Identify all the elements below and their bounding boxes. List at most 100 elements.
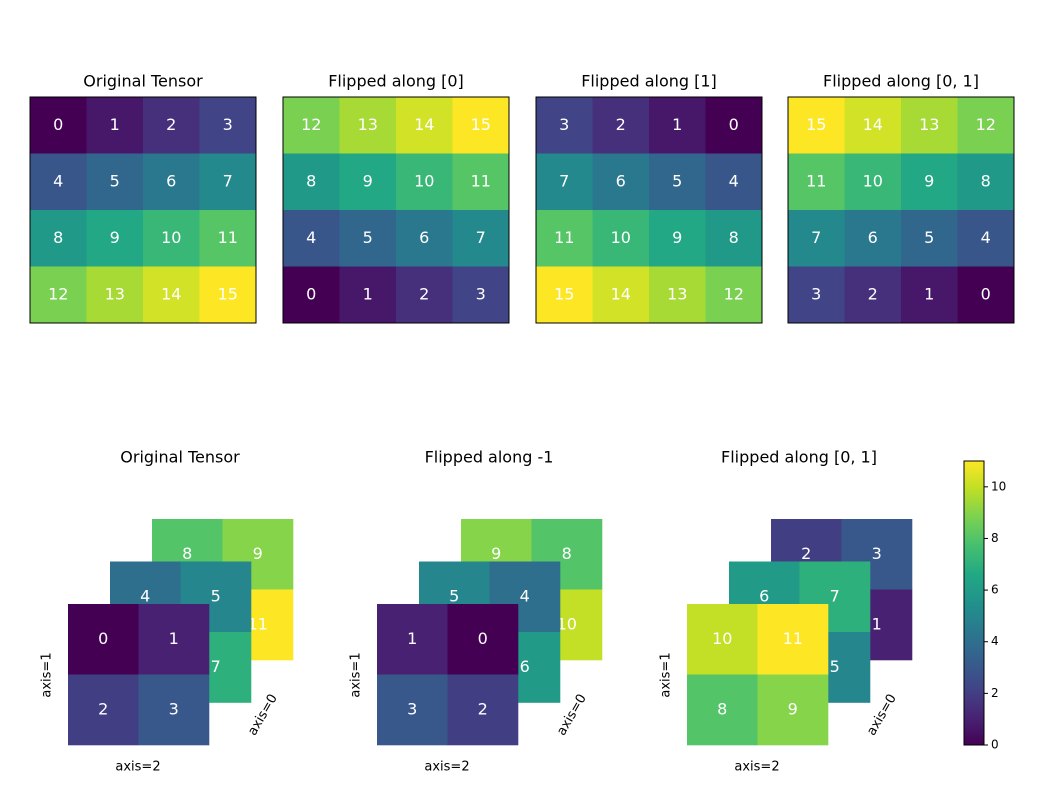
heat-cell [592, 210, 650, 267]
voxel-face [447, 604, 519, 675]
voxel-face [138, 604, 210, 675]
voxel-face [377, 604, 448, 675]
cell-label: 12 [976, 115, 996, 134]
voxel-face [68, 674, 139, 746]
cell-label: 15 [554, 284, 574, 303]
tick-label: 0 [991, 738, 999, 752]
tick-label: 8 [991, 531, 999, 545]
heat-cell [957, 266, 1015, 324]
heat-cell [957, 210, 1015, 267]
panel-title: Flipped along [0, 1] [721, 448, 877, 467]
heat-cell [452, 266, 510, 324]
heat-cell [705, 266, 763, 324]
heat-cell [844, 153, 902, 211]
cell-label: 3 [811, 284, 821, 303]
heat-cell [143, 97, 200, 154]
cell-label: 4 [981, 228, 991, 247]
cell-label: 7 [559, 171, 569, 190]
frame [535, 96, 763, 324]
cell-label: 5 [924, 228, 934, 247]
voxel-face [377, 674, 448, 746]
heat-cell [536, 266, 593, 324]
voxel-face [447, 674, 519, 746]
cell-label: 12 [724, 284, 744, 303]
heat-cell [199, 210, 257, 267]
panel-title: Flipped along -1 [425, 448, 554, 467]
cell-label: 8 [981, 171, 991, 190]
cell-label: 3 [559, 115, 569, 134]
cell-label: 2 [801, 544, 811, 563]
heat-cell [957, 153, 1015, 211]
cell-label: 9 [491, 544, 501, 563]
voxel-face [757, 674, 829, 746]
panel-title: Flipped along [1] [581, 72, 717, 91]
cell-label: 12 [48, 284, 68, 303]
cell-label: 4 [729, 171, 739, 190]
cell-label: 3 [169, 699, 179, 718]
cell-label: 10 [863, 171, 883, 190]
heat-cell [901, 210, 958, 267]
cell-label: 10 [557, 614, 577, 633]
cell-label: 13 [667, 284, 687, 303]
heat-cell [396, 153, 453, 211]
axis-label: axis=1 [659, 652, 674, 697]
cell-label: 4 [140, 586, 150, 605]
heat-cell [901, 153, 958, 211]
cell-label: 2 [419, 284, 429, 303]
heat-cell [339, 210, 397, 267]
cell-label: 6 [868, 228, 878, 247]
heat-cell [788, 266, 845, 324]
voxel-face [687, 604, 758, 675]
heat-cell [844, 210, 902, 267]
cell-label: 11 [248, 614, 268, 633]
heat-cell [283, 97, 340, 154]
axis-label: axis=2 [734, 760, 779, 775]
cell-label: 4 [306, 228, 316, 247]
cell-label: 0 [98, 629, 108, 648]
cell-label: 4 [53, 171, 63, 190]
heat-cell [30, 210, 87, 267]
cell-label: 1 [924, 284, 934, 303]
voxel-face [68, 604, 139, 675]
cell-label: 8 [717, 699, 727, 718]
cell-label: 5 [110, 171, 120, 190]
heat-cell [30, 97, 87, 154]
heat-cell [143, 153, 200, 211]
heat-cell [649, 210, 706, 267]
heat-cell [86, 266, 144, 324]
heat-cell [901, 97, 958, 154]
cell-label: 3 [476, 284, 486, 303]
heat-cell [536, 97, 593, 154]
panel-title: Original Tensor [120, 448, 240, 467]
cell-label: 5 [211, 586, 221, 605]
cell-label: 3 [407, 699, 417, 718]
cell-label: 5 [449, 586, 459, 605]
cell-label: 0 [478, 629, 488, 648]
heat-cell [396, 210, 453, 267]
cell-label: 1 [363, 284, 373, 303]
heat-cell [199, 97, 257, 154]
cell-label: 11 [783, 629, 803, 648]
cell-label: 11 [806, 171, 826, 190]
heat-cell [143, 266, 200, 324]
heat-cell [705, 153, 763, 211]
heat-cell [901, 266, 958, 324]
heat-cell [199, 266, 257, 324]
heat-cell [705, 97, 763, 154]
cell-label: 11 [554, 228, 574, 247]
cell-label: 10 [611, 228, 631, 247]
heat-cell [957, 97, 1015, 154]
heat-cell [788, 210, 845, 267]
colorbar [963, 460, 985, 746]
voxel-face [757, 604, 829, 675]
cell-label: 9 [363, 171, 373, 190]
heat-cell [649, 266, 706, 324]
cell-label: 1 [872, 614, 882, 633]
cell-label: 0 [729, 115, 739, 134]
tick-label: 6 [991, 583, 999, 597]
panel-title: Flipped along [0, 1] [823, 72, 979, 91]
cell-label: 2 [616, 115, 626, 134]
cell-label: 6 [419, 228, 429, 247]
cell-label: 8 [562, 544, 572, 563]
